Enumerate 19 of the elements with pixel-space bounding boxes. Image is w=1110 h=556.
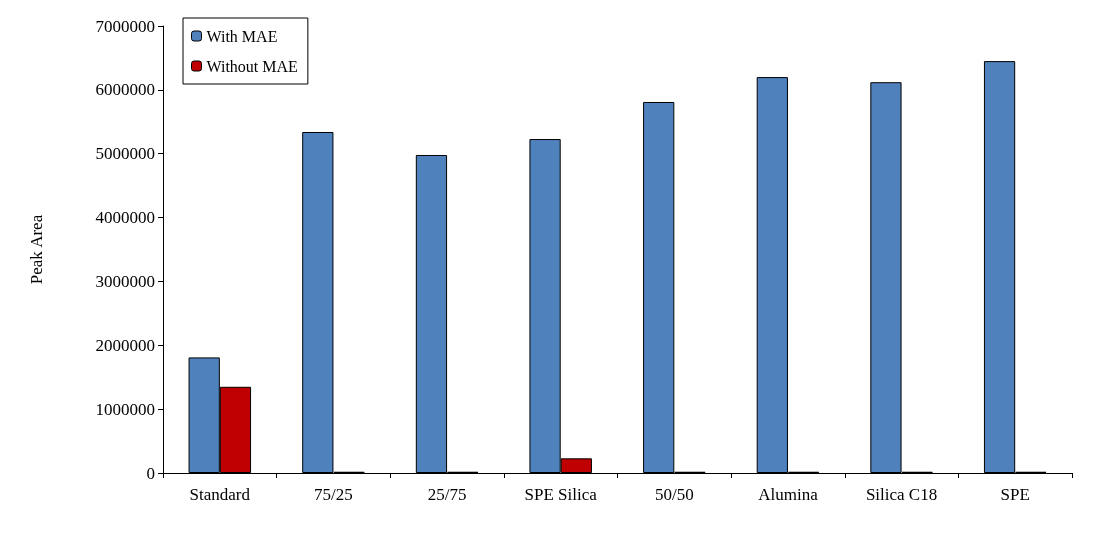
y-tick-label: 4000000 [95,208,155,228]
y-tick-label: 1000000 [95,399,155,419]
y-tick-label: 0 [146,463,155,483]
x-tick-label: Silica C18 [865,484,938,504]
x-tick-label: 75/25 [314,484,353,504]
x-tick-label: SPE Silica [524,484,598,504]
legend-label: With MAE [206,27,278,45]
y-tick-label: 7000000 [95,16,155,36]
y-tick-label: 6000000 [95,80,155,100]
y-tick-label: 2000000 [95,335,155,355]
x-tick-label: 25/75 [427,484,467,504]
y-axis-title: Peak Area [27,214,46,285]
x-tick-label: SPE [1000,484,1030,504]
y-tick-label: 5000000 [95,144,155,164]
x-tick-label: Alumina [758,484,819,504]
legend-label: Without MAE [206,57,298,75]
y-tick-label: 3000000 [95,271,155,291]
x-tick-label: Standard [189,484,251,504]
x-tick-label: 50/50 [654,484,694,504]
